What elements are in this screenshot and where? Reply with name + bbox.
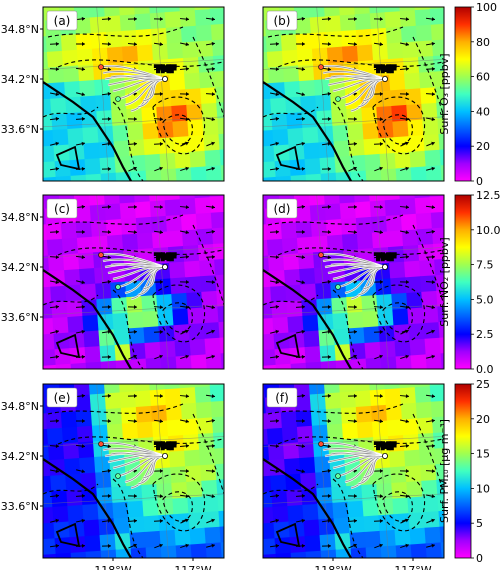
colorbar-gradient: [454, 383, 472, 559]
tmf-label: TMF: [375, 65, 396, 75]
colorbar-tick-label: 20: [476, 413, 490, 426]
colorbar-tick-label: 5.0: [476, 293, 494, 306]
trajectory-bundle: [318, 441, 388, 490]
colorbar-tick-label: 40: [476, 105, 490, 118]
colorbar-2: 12.5 10.0 7.5 5.0 2.5 0.0 Surf. NO₂ [ppbv]: [438, 189, 500, 376]
trajectory-bundle: [98, 64, 168, 113]
lat-tick-label: 34.2°N: [1, 261, 39, 274]
panel-frame: [42, 194, 225, 370]
trajectory-bundle: [98, 441, 168, 490]
map-panel-f: TMF (f) 118°W 117°W: [262, 383, 445, 570]
colorbar-gradient: [454, 6, 472, 182]
panel-label: (a): [54, 14, 71, 28]
colorbar-tick-label: 12.5: [476, 189, 500, 202]
lon-tick-label: 117°W: [394, 564, 431, 570]
tmf-label: TMF: [155, 65, 176, 75]
tmf-label: TMF: [155, 442, 176, 452]
panel-label: (e): [54, 391, 71, 405]
heatmap-cells: [43, 7, 224, 181]
panel-label: (b): [274, 14, 291, 28]
lat-tick-label: 34.8°N: [1, 211, 39, 224]
colorbar-tick-label: 25: [476, 378, 490, 391]
colorbar-3: 25 20 15 10 5 0 Surf. PM₁₀ [µg m⁻³]: [438, 378, 490, 565]
colorbar-tick-label: 5: [476, 517, 483, 530]
map-panel-a: TMF (a) 34.8°N 34.2°N 33.6°N: [1, 6, 225, 182]
colorbar-tick-label: 100: [476, 1, 497, 14]
colorbar-tick-label: 7.5: [476, 259, 494, 272]
colorbar-tick-label: 10: [476, 482, 490, 495]
lat-tick-label: 34.2°N: [1, 73, 39, 86]
tmf-label: TMF: [375, 253, 396, 263]
heatmap-cells: [43, 384, 224, 558]
trajectory-bundle: [318, 64, 388, 113]
lat-tick-label: 34.8°N: [1, 23, 39, 36]
colorbar-tick-label: 20: [476, 140, 490, 153]
panel-label: (f): [275, 391, 289, 405]
map-panel-c: TMF (c) 34.8°N 34.2°N 33.6°N: [1, 194, 225, 370]
colorbar-tick-label: 0: [476, 552, 483, 565]
heatmap-cells: [263, 384, 444, 558]
lon-tick-label: 118°W: [94, 564, 131, 570]
panel-frame: [42, 383, 225, 559]
panel-frame: [42, 6, 225, 182]
colorbar-tick-label: 0: [476, 175, 483, 188]
panel-label: (c): [54, 202, 70, 216]
colorbar-tick-label: 15: [476, 448, 490, 461]
panels-layer: TMF (a) 34.8°N 34.2°N 33.6°N TMF (b) TMF (c) 34.8…: [1, 6, 445, 570]
tmf-label: TMF: [155, 253, 176, 263]
lat-tick-label: 34.8°N: [1, 400, 39, 413]
panel-frame: [262, 383, 445, 559]
colorbar-tick-label: 80: [476, 36, 490, 49]
colorbar-tick-label: 10.0: [476, 224, 500, 237]
panel-label: (d): [274, 202, 291, 216]
lat-tick-label: 33.6°N: [1, 311, 39, 324]
colorbar-tick-label: 0.0: [476, 363, 494, 376]
colorbar-label: Surf. NO₂ [ppbv]: [438, 237, 451, 326]
colorbar-gradient: [454, 194, 472, 370]
trajectory-bundle: [318, 252, 388, 301]
lat-tick-label: 33.6°N: [1, 123, 39, 136]
colorbar-1: 100 80 60 40 20 0 Surf. O₃ [ppbv]: [438, 1, 497, 188]
colorbar-label: Surf. PM₁₀ [µg m⁻³]: [438, 419, 451, 523]
panel-frame: [262, 194, 445, 370]
map-panel-d: TMF (d): [262, 194, 445, 370]
lon-tick-label: 117°W: [174, 564, 211, 570]
panel-frame: [262, 6, 445, 182]
map-panel-b: TMF (b): [262, 6, 445, 182]
colorbar-tick-label: 2.5: [476, 328, 494, 341]
map-panel-e: TMF (e) 34.8°N 34.2°N 33.6°N 118°W 117°W: [1, 383, 225, 570]
trajectory-bundle: [98, 252, 168, 301]
lat-tick-label: 34.2°N: [1, 450, 39, 463]
colorbar-label: Surf. O₃ [ppbv]: [438, 53, 451, 134]
colorbar-tick-label: 60: [476, 71, 490, 84]
lon-tick-label: 118°W: [314, 564, 351, 570]
lat-tick-label: 33.6°N: [1, 500, 39, 513]
tmf-label: TMF: [375, 442, 396, 452]
